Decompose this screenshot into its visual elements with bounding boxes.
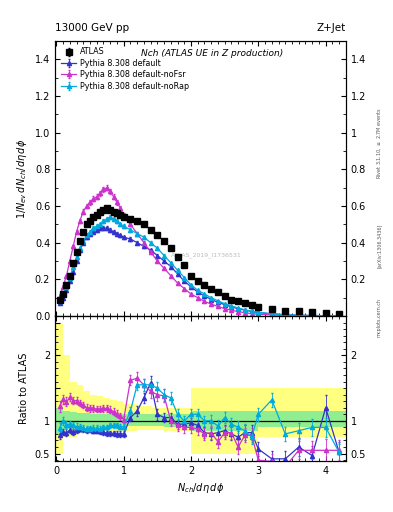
Text: [arXiv:1306.3436]: [arXiv:1306.3436]: [377, 224, 382, 268]
Text: Nch (ATLAS UE in Z production): Nch (ATLAS UE in Z production): [141, 49, 283, 58]
Bar: [103, 414, 110, 426]
Bar: [103, 398, 110, 432]
Bar: [164, 414, 178, 426]
Text: ATLAS_2019_I1736531: ATLAS_2019_I1736531: [171, 252, 242, 259]
Bar: [63, 411, 70, 429]
Bar: [56, 408, 63, 434]
Bar: [231, 388, 245, 454]
Bar: [191, 388, 204, 454]
Bar: [245, 411, 258, 431]
Bar: [83, 413, 90, 428]
Bar: [178, 414, 191, 426]
Bar: [191, 411, 204, 431]
Bar: [117, 414, 124, 426]
Bar: [151, 408, 164, 430]
Bar: [204, 411, 218, 431]
Bar: [110, 414, 117, 426]
Bar: [83, 391, 90, 433]
Bar: [63, 355, 70, 437]
Bar: [151, 414, 164, 426]
X-axis label: $N_{ch}/d\eta\,d\phi$: $N_{ch}/d\eta\,d\phi$: [177, 481, 224, 495]
Bar: [258, 388, 292, 437]
Bar: [56, 323, 63, 454]
Bar: [124, 404, 137, 431]
Bar: [90, 414, 97, 426]
Bar: [124, 414, 137, 426]
Bar: [178, 408, 191, 431]
Bar: [218, 388, 231, 454]
Bar: [90, 395, 97, 432]
Bar: [218, 411, 231, 431]
Bar: [77, 385, 83, 434]
Bar: [326, 411, 346, 428]
Bar: [77, 413, 83, 428]
Bar: [97, 414, 103, 426]
Bar: [110, 400, 117, 432]
Bar: [245, 388, 258, 454]
Bar: [97, 396, 103, 432]
Y-axis label: Ratio to ATLAS: Ratio to ATLAS: [19, 353, 29, 424]
Text: mcplots.cern.ch: mcplots.cern.ch: [377, 298, 382, 337]
Bar: [164, 408, 178, 431]
Bar: [70, 412, 77, 429]
Bar: [204, 388, 218, 454]
Text: 13000 GeV pp: 13000 GeV pp: [55, 23, 129, 33]
Bar: [137, 414, 151, 426]
Bar: [231, 411, 245, 431]
Bar: [117, 401, 124, 431]
Text: Rivet 3.1.10, $\geq$ 2.7M events: Rivet 3.1.10, $\geq$ 2.7M events: [375, 108, 383, 179]
Bar: [292, 411, 326, 428]
Y-axis label: $1/N_{ev}\,dN_{ch}/d\eta\,d\phi$: $1/N_{ev}\,dN_{ch}/d\eta\,d\phi$: [15, 138, 29, 219]
Legend: ATLAS, Pythia 8.308 default, Pythia 8.308 default-noFsr, Pythia 8.308 default-no: ATLAS, Pythia 8.308 default, Pythia 8.30…: [59, 45, 191, 93]
Bar: [137, 407, 151, 430]
Bar: [70, 381, 77, 437]
Bar: [292, 388, 326, 437]
Bar: [326, 388, 346, 437]
Text: Z+Jet: Z+Jet: [317, 23, 346, 33]
Bar: [258, 411, 292, 428]
